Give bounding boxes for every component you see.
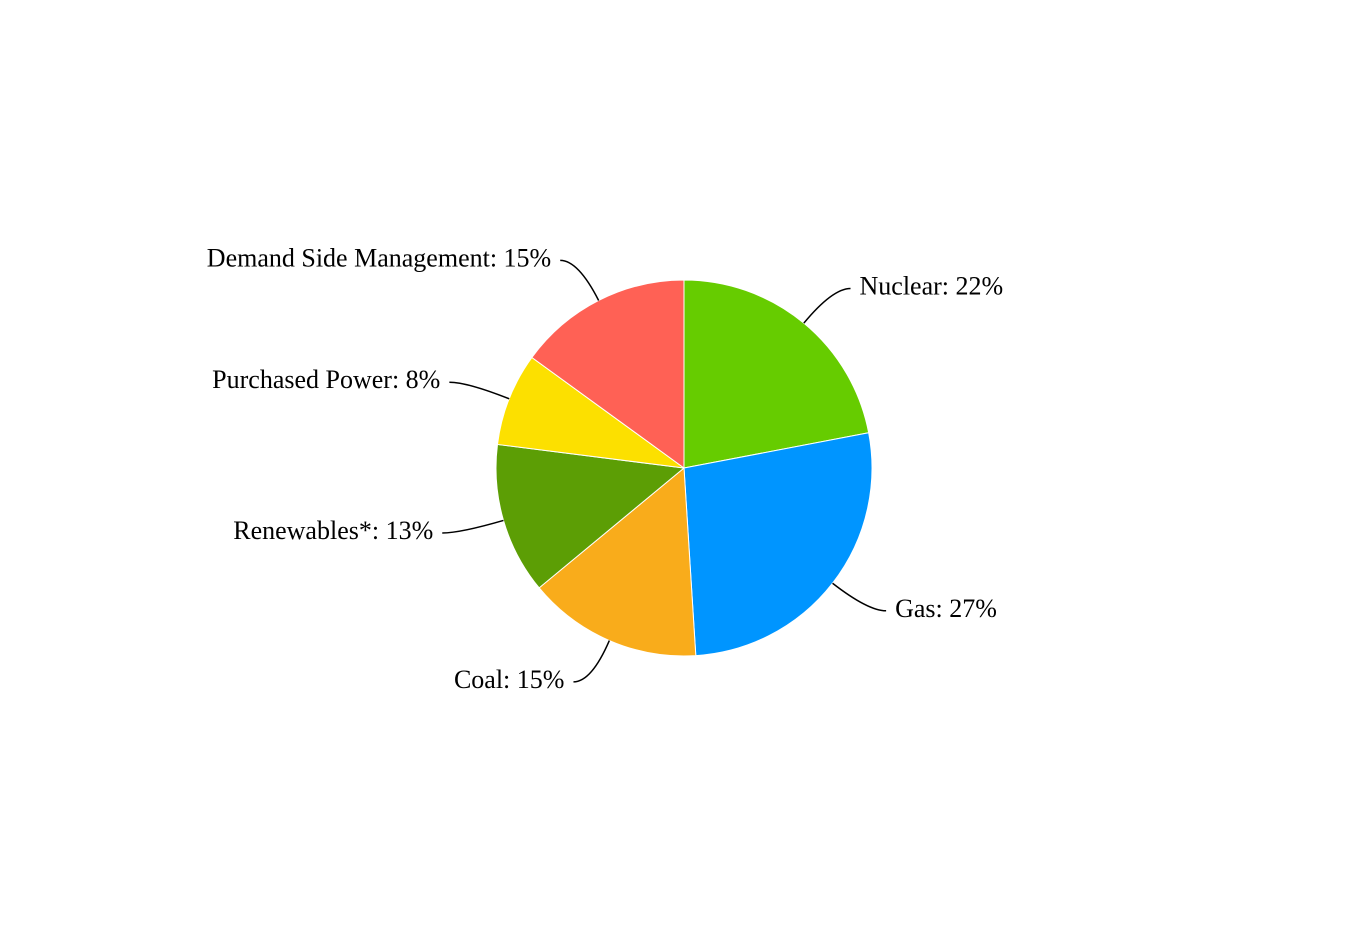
leader-line [442, 519, 504, 534]
data-label: Coal: 15% [454, 665, 565, 694]
data-label: Demand Side Management: 15% [207, 243, 551, 272]
leader-line [832, 582, 887, 612]
pie-slice [683, 432, 873, 657]
leader-line [573, 640, 611, 683]
data-label: Gas: 27% [895, 594, 997, 623]
data-label: Purchased Power: 8% [212, 365, 440, 394]
data-label: Nuclear: 22% [860, 271, 1004, 300]
leader-line [560, 259, 600, 301]
pie-slice [683, 279, 870, 469]
data-label: Renewables*: 13% [233, 516, 433, 545]
leader-line [803, 287, 851, 324]
leader-line [449, 381, 510, 400]
pie-slice [496, 356, 685, 469]
